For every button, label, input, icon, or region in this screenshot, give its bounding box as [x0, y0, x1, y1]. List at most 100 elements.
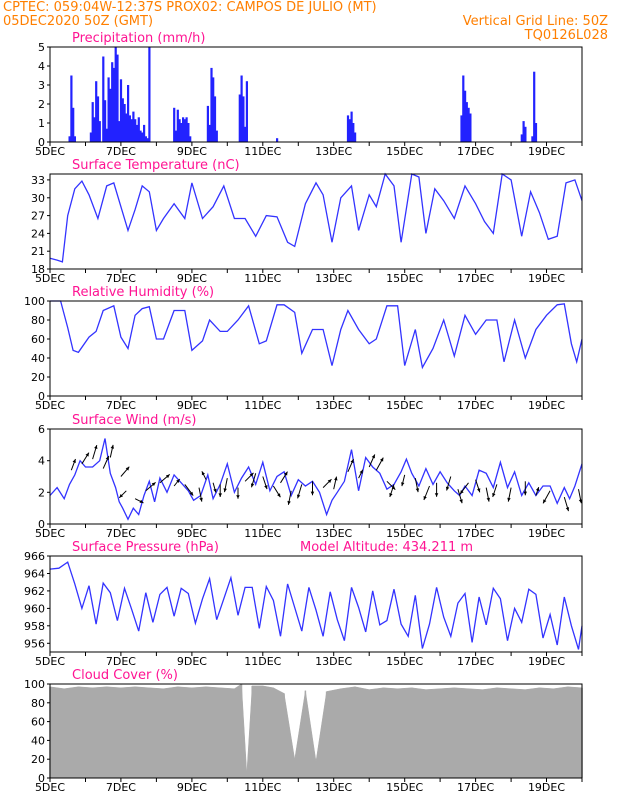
precip-bar	[464, 90, 467, 142]
wind-arrow-head	[201, 471, 205, 476]
wind-panel: Surface Wind (m/s) 0 2 4 6 5DEC 7DEC 9DEC 11DEC 1…	[35, 413, 583, 540]
wind-arrow-head	[391, 485, 396, 490]
wind-arrow-head	[459, 499, 463, 504]
precip-bar	[178, 119, 181, 142]
wind-arrow-head	[94, 445, 98, 449]
temp-ytick-label: 21	[31, 245, 45, 258]
precip-bar	[354, 132, 357, 142]
precip-ytick-label: 5	[38, 41, 45, 54]
pressure-frame	[49, 555, 583, 653]
precip-bar	[182, 117, 185, 142]
precip-bar	[215, 130, 218, 142]
pressure-ytick-label: 960	[24, 602, 45, 615]
precip-bar	[238, 94, 241, 142]
precip-bar	[276, 138, 279, 142]
wind-arrow-head	[423, 496, 427, 500]
rh-ytick-label: 80	[31, 314, 45, 327]
precip-bar	[109, 88, 112, 142]
temp-ytick-label: 30	[31, 192, 45, 205]
precip-bar	[121, 98, 124, 142]
wind-arrow-head	[507, 497, 511, 502]
cloud-ytick-label: 100	[24, 678, 45, 691]
precip-bar	[176, 109, 179, 142]
precip-bar	[119, 79, 123, 142]
wind-arrow-head	[523, 491, 527, 496]
precip-xtick-label: 19DEC	[528, 145, 565, 158]
precip-ytick-label: 1	[38, 117, 45, 130]
wind-arrow-head	[287, 500, 291, 505]
precip-panel: Precipitation (mm/h) 0 1 2 3 4 5 5DEC 7DEC 9DEC 11…	[35, 31, 583, 158]
temp-panel: Surface Temperature (nC) 18 21 24 27 30 33 5DEC…	[31, 158, 583, 285]
rh-ytick-label: 100	[24, 295, 45, 308]
cloud-xtick-label: 7DEC	[106, 781, 136, 794]
precip-bar	[70, 75, 73, 142]
precip-xtick-label: 15DEC	[386, 145, 423, 158]
wind-arrow-head	[371, 454, 375, 459]
temp-ytick-label: 18	[31, 263, 45, 276]
cloud-xtick-label: 17DEC	[457, 781, 494, 794]
precip-bar	[143, 124, 146, 142]
cloud-xtick-label: 9DEC	[177, 781, 207, 794]
cloud-xtick-label: 19DEC	[528, 781, 565, 794]
precip-bar	[112, 67, 115, 142]
temp-frame	[49, 173, 583, 270]
rh-title: Relative Humidity (%)	[72, 285, 214, 300]
precip-bar	[123, 104, 126, 142]
wind-arrow-head	[565, 507, 570, 512]
cloud-ytick-label: 0	[38, 772, 45, 785]
temp-xtick-label: 5DEC	[35, 272, 65, 285]
precip-bar	[96, 96, 100, 142]
wind-arrow-head	[85, 452, 89, 457]
precip-bar	[127, 85, 130, 142]
precip-bar	[134, 119, 137, 142]
pressure-ytick-label: 958	[24, 620, 45, 633]
precip-bar	[173, 107, 176, 142]
wind-arrow-head	[119, 494, 123, 498]
precip-frame	[49, 46, 583, 143]
pressure-ytick-label: 964	[24, 568, 45, 581]
cloud-xtick-label: 15DEC	[386, 781, 423, 794]
pressure-xtick-label: 7DEC	[106, 655, 136, 668]
temp-ytick-label: 33	[31, 174, 45, 187]
precip-bar	[72, 107, 75, 142]
temp-xtick-label: 7DEC	[106, 272, 136, 285]
precip-bar	[104, 100, 107, 142]
wind-arrow-head	[223, 488, 227, 493]
wind-arrow-head	[250, 483, 255, 488]
precip-bar	[132, 111, 135, 142]
precip-bar	[522, 121, 525, 142]
wind-arrow-head	[249, 472, 254, 477]
wind-arrow-head	[477, 488, 481, 493]
pressure-xtick-label: 13DEC	[315, 655, 352, 668]
precip-bar	[348, 119, 351, 142]
rh-ytick-label: 40	[31, 352, 45, 365]
pressure-panel: Surface Pressure (hPa) Model Altitude: 43…	[24, 540, 583, 668]
precip-bar	[141, 132, 144, 142]
temp-xtick-label: 15DEC	[386, 272, 423, 285]
wind-xtick-label: 9DEC	[177, 527, 207, 540]
grid-line-note: Vertical Grid Line: 50Z	[463, 14, 608, 29]
precip-ytick-label: 2	[38, 98, 45, 111]
precip-bar	[130, 119, 133, 142]
cloud-ytick-label: 80	[31, 697, 45, 710]
cloud-xtick-label: 5DEC	[35, 781, 65, 794]
wind-arrow-head	[105, 456, 109, 460]
precip-xtick-label: 7DEC	[106, 145, 136, 158]
temp-title: Surface Temperature (nC)	[72, 158, 240, 173]
cloud-ytick-label: 60	[31, 716, 45, 729]
wind-arrow-head	[486, 497, 490, 502]
pressure-xtick-label: 9DEC	[177, 655, 207, 668]
wind-arrow-head	[264, 485, 268, 490]
wind-arrow-head	[139, 499, 144, 503]
precip-bar	[116, 54, 119, 142]
temp-xtick-label: 19DEC	[528, 272, 565, 285]
wind-ytick-label: 6	[38, 423, 45, 436]
precip-bar	[135, 124, 139, 142]
wind-arrow-head	[543, 499, 547, 504]
wind-arrow-head	[72, 459, 76, 463]
precip-bar	[534, 123, 538, 142]
precip-bar	[467, 107, 470, 142]
pressure-xtick-label: 5DEC	[35, 655, 65, 668]
wind-arrow-head	[460, 490, 464, 494]
precip-bar	[95, 81, 98, 142]
